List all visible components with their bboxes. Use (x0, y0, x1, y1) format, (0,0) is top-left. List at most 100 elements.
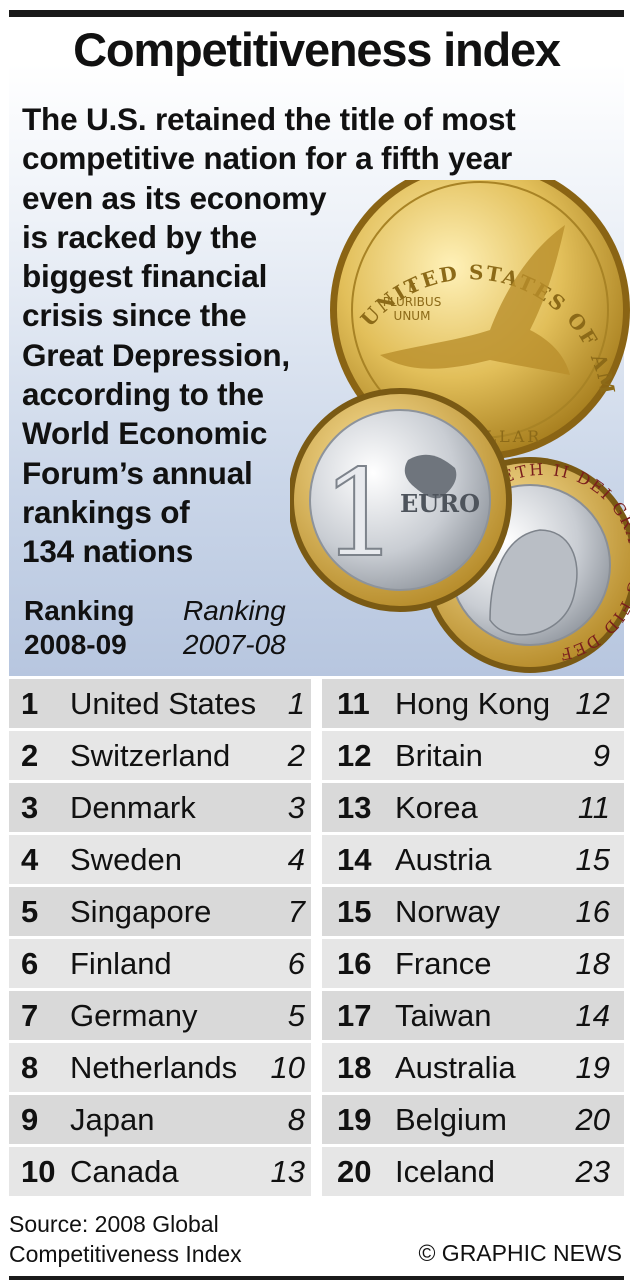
rankings-column-left: 1 United States 1 2 Switzerland 2 3 Denmark 3 … (9, 679, 311, 1199)
table-row: 8 Netherlands 10 (9, 1043, 311, 1092)
country-name: Austria (395, 842, 492, 877)
rankings-table: 1 United States 1 2 Switzerland 2 3 Denmark 3 … (9, 679, 624, 1201)
table-row: 1 United States 1 (9, 679, 311, 728)
rank-2008: 8 (21, 1050, 39, 1085)
rank-2008: 1 (21, 686, 39, 721)
intro-line: according to the (22, 376, 264, 413)
queen-portrait-icon (489, 529, 578, 636)
rank-2008: 11 (337, 686, 370, 721)
rank-2008: 16 (337, 946, 372, 981)
rank-2008: 4 (21, 842, 39, 877)
table-row: 11 Hong Kong 12 (322, 679, 624, 728)
country-name: Netherlands (70, 1050, 238, 1085)
header-ranking-2007: Ranking 2007-08 (183, 594, 286, 662)
rank-2007: 18 (575, 946, 610, 981)
top-rule (9, 10, 624, 17)
rank-2007: 2 (287, 738, 305, 773)
country-name: Finland (70, 946, 172, 981)
rank-2008: 5 (21, 894, 39, 929)
header-ranking-2008-line2: 2008-09 (24, 629, 127, 660)
intro-line: Great Depression, (22, 336, 290, 373)
rank-2007: 1 (287, 686, 305, 721)
table-row: 2 Switzerland 2 (9, 731, 311, 780)
country-name: Denmark (70, 790, 196, 825)
table-row: 16 France 18 (322, 939, 624, 988)
country-name: Canada (70, 1154, 179, 1189)
header-ranking-2007-line2: 2007-08 (183, 629, 286, 660)
intro-line: 134 nations (22, 533, 194, 570)
table-row: 15 Norway 16 (322, 887, 624, 936)
rank-2007: 3 (287, 790, 305, 825)
rank-2008: 9 (21, 1102, 39, 1137)
rank-2008: 7 (21, 998, 39, 1033)
rank-2008: 17 (337, 998, 372, 1033)
rank-2008: 10 (21, 1154, 56, 1189)
eagle-icon (380, 225, 570, 375)
country-name: Iceland (395, 1154, 495, 1189)
rank-2007: 9 (592, 738, 610, 773)
rank-2007: 23 (575, 1154, 610, 1189)
intro-line: World Economic (22, 415, 268, 452)
country-name: France (395, 946, 492, 981)
intro-text: The U.S. retained the title of most comp… (22, 100, 622, 572)
country-name: United States (70, 686, 257, 721)
intro-line: Forum’s annual (22, 454, 253, 491)
rank-2007: 11 (577, 790, 610, 825)
country-name: Belgium (395, 1102, 507, 1137)
rank-2008: 20 (337, 1154, 372, 1189)
rank-2007: 20 (575, 1102, 610, 1137)
table-row: 18 Australia 19 (322, 1043, 624, 1092)
country-name: Britain (395, 738, 483, 773)
rank-2007: 15 (575, 842, 610, 877)
dollar-motto-2: PLURIBUS (383, 295, 442, 309)
table-row: 10 Canada 13 (9, 1147, 311, 1196)
rank-2007: 5 (287, 998, 305, 1033)
source-line: Source: 2008 Global (9, 1211, 219, 1237)
credit: © GRAPHIC NEWS (418, 1240, 622, 1266)
table-row: 19 Belgium 20 (322, 1095, 624, 1144)
euro-coin: 1 EURO (290, 388, 512, 612)
source-note: Source: 2008 Global Competitiveness Inde… (9, 1209, 242, 1269)
intro-line: biggest financial (22, 258, 268, 295)
country-name: Australia (395, 1050, 516, 1085)
rank-2008: 6 (21, 946, 39, 981)
intro-line: crisis since the (22, 297, 247, 334)
coins-illustration: UNITED STATES OF AMERICA E PLURIBUS UNUM… (290, 180, 630, 673)
header-ranking-2008: Ranking 2008-09 (24, 594, 134, 662)
intro-line: competitive nation for a fifth year (22, 140, 513, 177)
table-row: 9 Japan 8 (9, 1095, 311, 1144)
table-row: 4 Sweden 4 (9, 835, 311, 884)
intro-line: rankings of (22, 493, 190, 530)
euro-digit: 1 (322, 445, 398, 584)
rank-2007: 13 (270, 1154, 305, 1189)
table-row: 14 Austria 15 (322, 835, 624, 884)
rank-2007: 14 (575, 998, 610, 1033)
table-row: 6 Finland 6 (9, 939, 311, 988)
country-name: Japan (70, 1102, 155, 1137)
rank-2008: 2 (21, 738, 39, 773)
source-line: Competitiveness Index (9, 1241, 242, 1267)
rank-2008: 18 (337, 1050, 372, 1085)
header-ranking-2008-line1: Ranking (24, 595, 135, 626)
rank-2008: 15 (337, 894, 372, 929)
country-name: Switzerland (70, 738, 231, 773)
rank-2007: 6 (287, 946, 305, 981)
rank-2008: 12 (337, 738, 372, 773)
bottom-rule (9, 1276, 624, 1280)
intro-line: even as its economy (22, 179, 327, 216)
country-name: Germany (70, 998, 198, 1033)
table-row: 13 Korea 11 (322, 783, 624, 832)
euro-word: EURO (400, 489, 480, 518)
table-row: 17 Taiwan 14 (322, 991, 624, 1040)
table-row: 7 Germany 5 (9, 991, 311, 1040)
rank-2007: 19 (575, 1050, 610, 1085)
rankings-column-right: 11 Hong Kong 12 12 Britain 9 13 Korea 11 14 Aus… (322, 679, 624, 1199)
rank-2007: 16 (575, 894, 610, 929)
rank-2007: 12 (575, 686, 610, 721)
country-name: Hong Kong (395, 686, 551, 721)
country-name: Taiwan (395, 998, 492, 1033)
rank-2008: 13 (337, 790, 372, 825)
intro-line: The U.S. retained the title of most (22, 101, 516, 137)
rank-2008: 3 (21, 790, 39, 825)
intro-line: is racked by the (22, 218, 257, 255)
